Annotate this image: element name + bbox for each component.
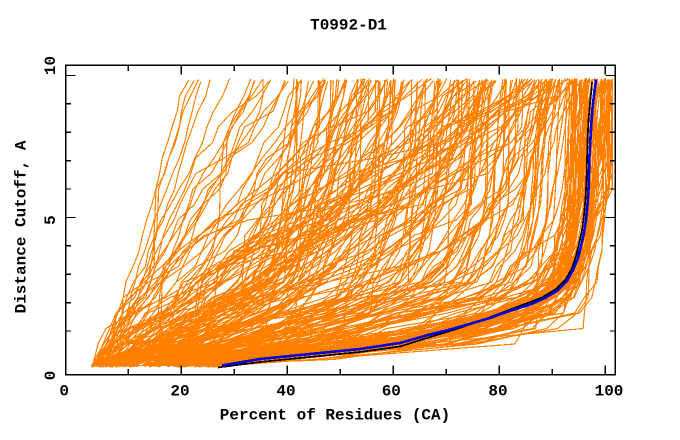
svg-text:Distance Cutoff, A: Distance Cutoff, A — [13, 140, 31, 313]
svg-text:60: 60 — [382, 383, 401, 401]
svg-text:5: 5 — [42, 215, 60, 225]
svg-text:0: 0 — [59, 383, 69, 401]
svg-text:40: 40 — [276, 383, 295, 401]
svg-text:10: 10 — [42, 56, 60, 75]
svg-text:20: 20 — [170, 383, 189, 401]
svg-text:T0992-D1: T0992-D1 — [310, 17, 387, 35]
svg-text:Percent of Residues (CA): Percent of Residues (CA) — [220, 407, 450, 425]
svg-text:100: 100 — [595, 383, 624, 401]
svg-text:80: 80 — [488, 383, 507, 401]
svg-text:0: 0 — [42, 371, 60, 381]
